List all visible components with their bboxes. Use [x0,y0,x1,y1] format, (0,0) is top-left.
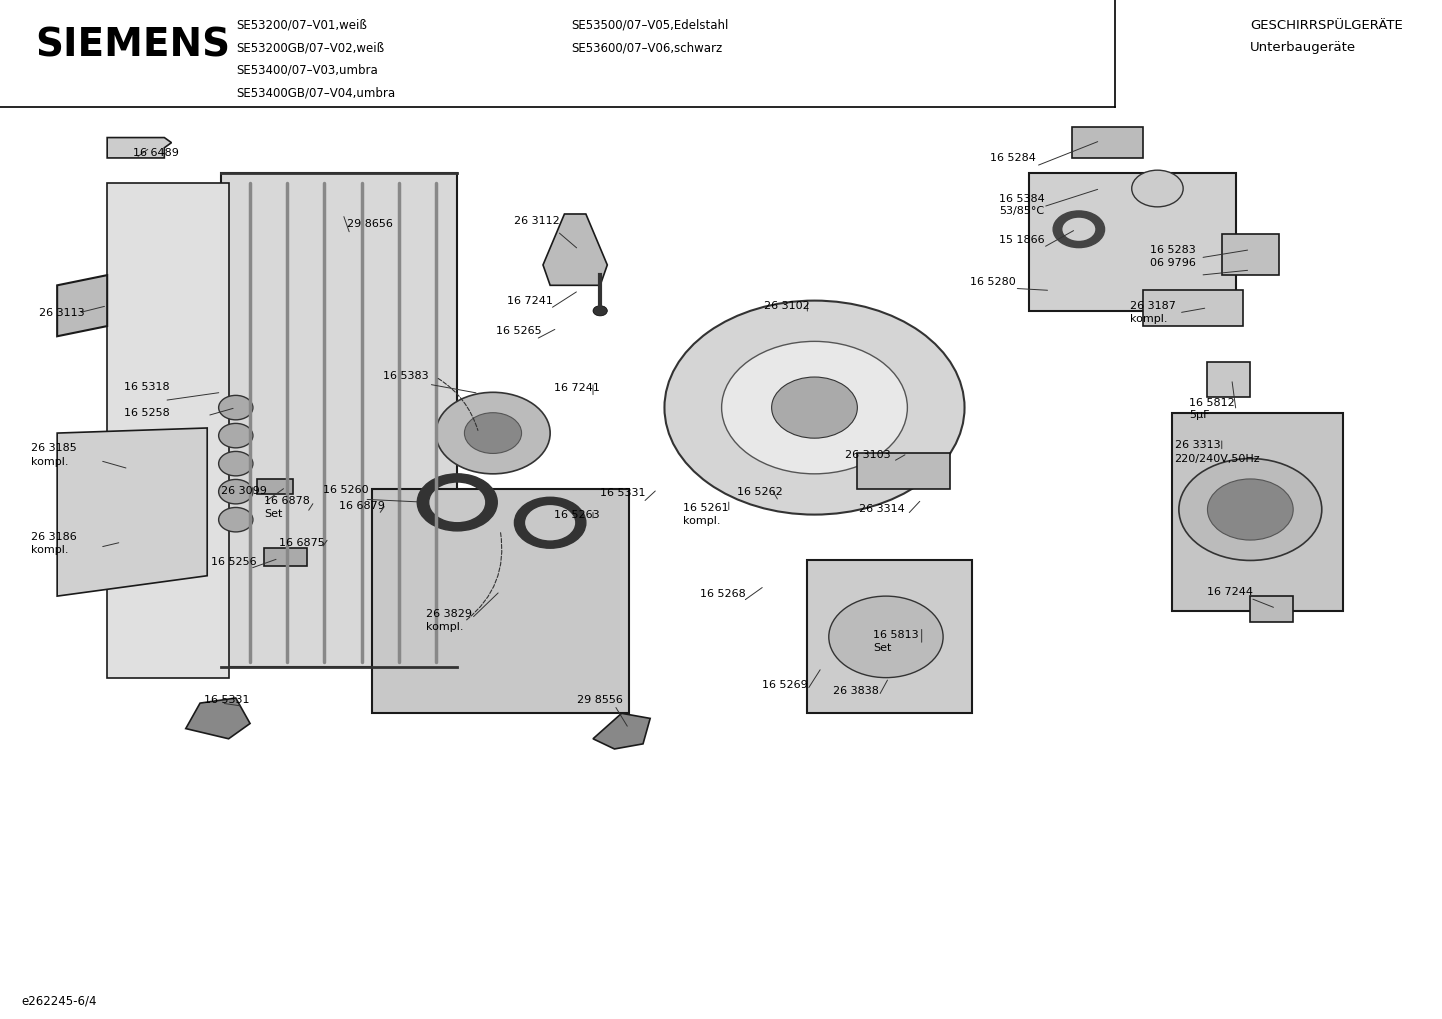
Polygon shape [1028,173,1236,311]
Circle shape [829,596,943,678]
Text: 26 3838: 26 3838 [833,686,880,696]
Circle shape [219,424,252,447]
Circle shape [665,301,965,515]
Text: 16 6489: 16 6489 [133,148,179,158]
Text: 26 3185: 26 3185 [32,443,78,453]
Text: 53/85°C: 53/85°C [999,206,1044,216]
Text: SE53200/07–V01,weiß: SE53200/07–V01,weiß [236,19,366,32]
Text: 16 6878: 16 6878 [264,496,310,506]
Polygon shape [257,479,293,494]
Text: 16 5268: 16 5268 [701,589,746,599]
Text: SE53600/07–V06,schwarz: SE53600/07–V06,schwarz [571,42,722,54]
Text: 16 5283: 16 5283 [1151,245,1195,255]
Text: 16 5262: 16 5262 [737,487,783,497]
Polygon shape [186,698,249,739]
Text: 16 5269: 16 5269 [761,680,808,690]
Polygon shape [58,428,208,596]
Polygon shape [372,489,629,713]
Polygon shape [222,173,457,667]
Text: 06 9796: 06 9796 [1151,258,1197,268]
Text: SE53200GB/07–V02,weiß: SE53200GB/07–V02,weiß [236,42,384,54]
Text: 16 7241: 16 7241 [554,383,600,393]
Polygon shape [107,183,229,678]
Text: kompl.: kompl. [684,516,721,526]
Text: 16 5258: 16 5258 [124,408,170,418]
Text: Set: Set [872,643,891,653]
Polygon shape [1250,596,1293,622]
Polygon shape [1207,362,1250,397]
Text: kompl.: kompl. [32,545,69,555]
Text: 26 3829: 26 3829 [425,608,472,619]
Text: 16 6879: 16 6879 [339,500,385,511]
Circle shape [1207,479,1293,540]
Text: 16 5331: 16 5331 [600,488,646,498]
Polygon shape [264,548,307,566]
Text: 16 5813: 16 5813 [872,630,919,640]
Polygon shape [1071,127,1144,158]
Text: 16 5265: 16 5265 [496,326,541,336]
Circle shape [771,377,858,438]
Text: 16 5284: 16 5284 [991,153,1037,163]
Polygon shape [808,560,972,713]
Polygon shape [58,275,107,336]
Text: 16 5261: 16 5261 [684,502,728,513]
Circle shape [219,451,252,476]
Text: 26 3102: 26 3102 [764,301,810,311]
Text: 26 3186: 26 3186 [32,532,78,542]
Text: 26 3313: 26 3313 [1175,440,1220,450]
Text: 5μF: 5μF [1188,410,1210,420]
Text: 26 3103: 26 3103 [845,449,890,460]
Text: GESCHIRRSPÜLGERÄTE: GESCHIRRSPÜLGERÄTE [1250,19,1403,32]
Text: 16 6875: 16 6875 [278,538,324,548]
Text: 16 5384: 16 5384 [999,194,1044,204]
Text: 16 5812: 16 5812 [1188,397,1234,408]
Text: SE53500/07–V05,Edelstahl: SE53500/07–V05,Edelstahl [571,19,730,32]
Text: 29 8656: 29 8656 [348,219,394,229]
Circle shape [593,306,607,316]
Polygon shape [593,713,650,749]
Polygon shape [1144,290,1243,326]
Circle shape [464,413,522,453]
Circle shape [1132,170,1184,207]
Text: 16 7244: 16 7244 [1207,587,1253,597]
Text: 26 3112: 26 3112 [515,216,559,226]
Text: Set: Set [264,508,283,519]
Text: kompl.: kompl. [32,457,69,467]
Text: 16 5331: 16 5331 [205,695,249,705]
Polygon shape [1221,234,1279,275]
Text: SE53400/07–V03,umbra: SE53400/07–V03,umbra [236,64,378,76]
Circle shape [219,480,252,504]
Text: 16 5256: 16 5256 [212,556,257,567]
Text: 16 5280: 16 5280 [970,277,1017,287]
Circle shape [219,395,252,420]
Text: Unterbaugeräte: Unterbaugeräte [1250,42,1357,54]
Text: 26 3113: 26 3113 [39,308,84,318]
Text: 220/240V,50Hz: 220/240V,50Hz [1175,453,1260,464]
Text: 16 5383: 16 5383 [384,371,428,381]
Text: 16 5263: 16 5263 [554,510,600,520]
Polygon shape [1172,413,1343,611]
Polygon shape [544,214,607,285]
Text: 26 3314: 26 3314 [859,503,904,514]
Text: 29 8556: 29 8556 [577,695,623,705]
Text: 16 5260: 16 5260 [323,485,369,495]
Text: kompl.: kompl. [425,622,463,632]
Text: SIEMENS: SIEMENS [36,26,231,65]
Text: 16 5318: 16 5318 [124,382,170,392]
Text: SE53400GB/07–V04,umbra: SE53400GB/07–V04,umbra [236,87,395,99]
Text: 15 1866: 15 1866 [999,234,1044,245]
Circle shape [219,507,252,532]
Polygon shape [107,138,172,158]
Text: 26 3187: 26 3187 [1131,301,1177,311]
Text: 16 7241: 16 7241 [508,296,554,306]
Text: kompl.: kompl. [1131,314,1168,324]
Text: 26 3099: 26 3099 [222,486,267,496]
Polygon shape [858,453,950,489]
Circle shape [435,392,551,474]
Circle shape [721,341,907,474]
Text: e262245-6/4: e262245-6/4 [22,995,97,1007]
Circle shape [1180,459,1322,560]
